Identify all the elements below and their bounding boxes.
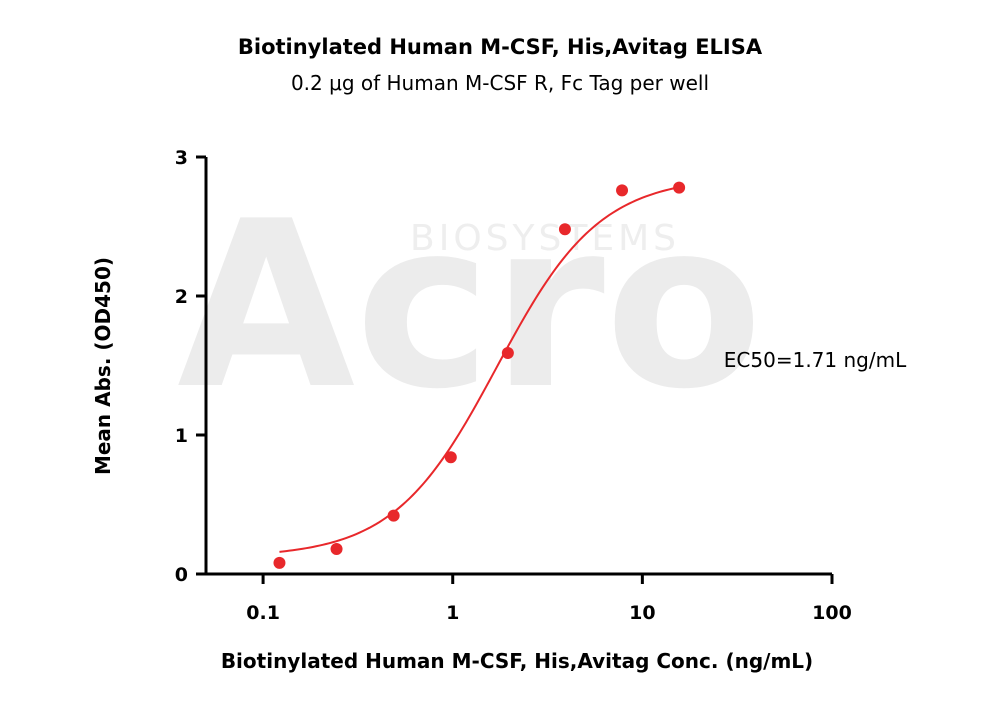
data-point (273, 556, 286, 569)
x-tick-label: 0.1 (246, 602, 280, 624)
watermark: Acro BIOSYSTEMS (177, 173, 763, 440)
data-point (501, 346, 514, 359)
data-point (673, 181, 686, 194)
data-point (616, 184, 629, 197)
x-tick-label: 10 (629, 602, 655, 624)
watermark-sub: BIOSYSTEMS (410, 218, 680, 259)
y-ticks: 0 1 2 3 (175, 147, 206, 586)
watermark-main: Acro (177, 173, 763, 440)
x-ticks: 0.1 1 10 100 (246, 574, 852, 624)
data-point (330, 542, 343, 555)
fit-curve (279, 186, 680, 553)
y-tick-label: 2 (175, 286, 188, 308)
data-point (558, 223, 571, 236)
x-tick-label: 1 (446, 602, 459, 624)
ec50-annotation: EC50=1.71 ng/mL (724, 348, 907, 372)
chart-title: Biotinylated Human M-CSF, His,Avitag ELI… (238, 35, 763, 59)
data-points (273, 181, 686, 569)
x-tick-label: 100 (812, 602, 852, 624)
y-tick-label: 3 (175, 147, 188, 169)
chart-subtitle: 0.2 μg of Human M-CSF R, Fc Tag per well (291, 71, 709, 95)
y-axis-label: Mean Abs. (OD450) (91, 257, 115, 475)
data-point (444, 451, 457, 464)
y-tick-label: 0 (175, 564, 188, 586)
y-tick-label: 1 (175, 425, 188, 447)
x-axis-label: Biotinylated Human M-CSF, His,Avitag Con… (221, 649, 813, 673)
data-point (387, 509, 400, 522)
